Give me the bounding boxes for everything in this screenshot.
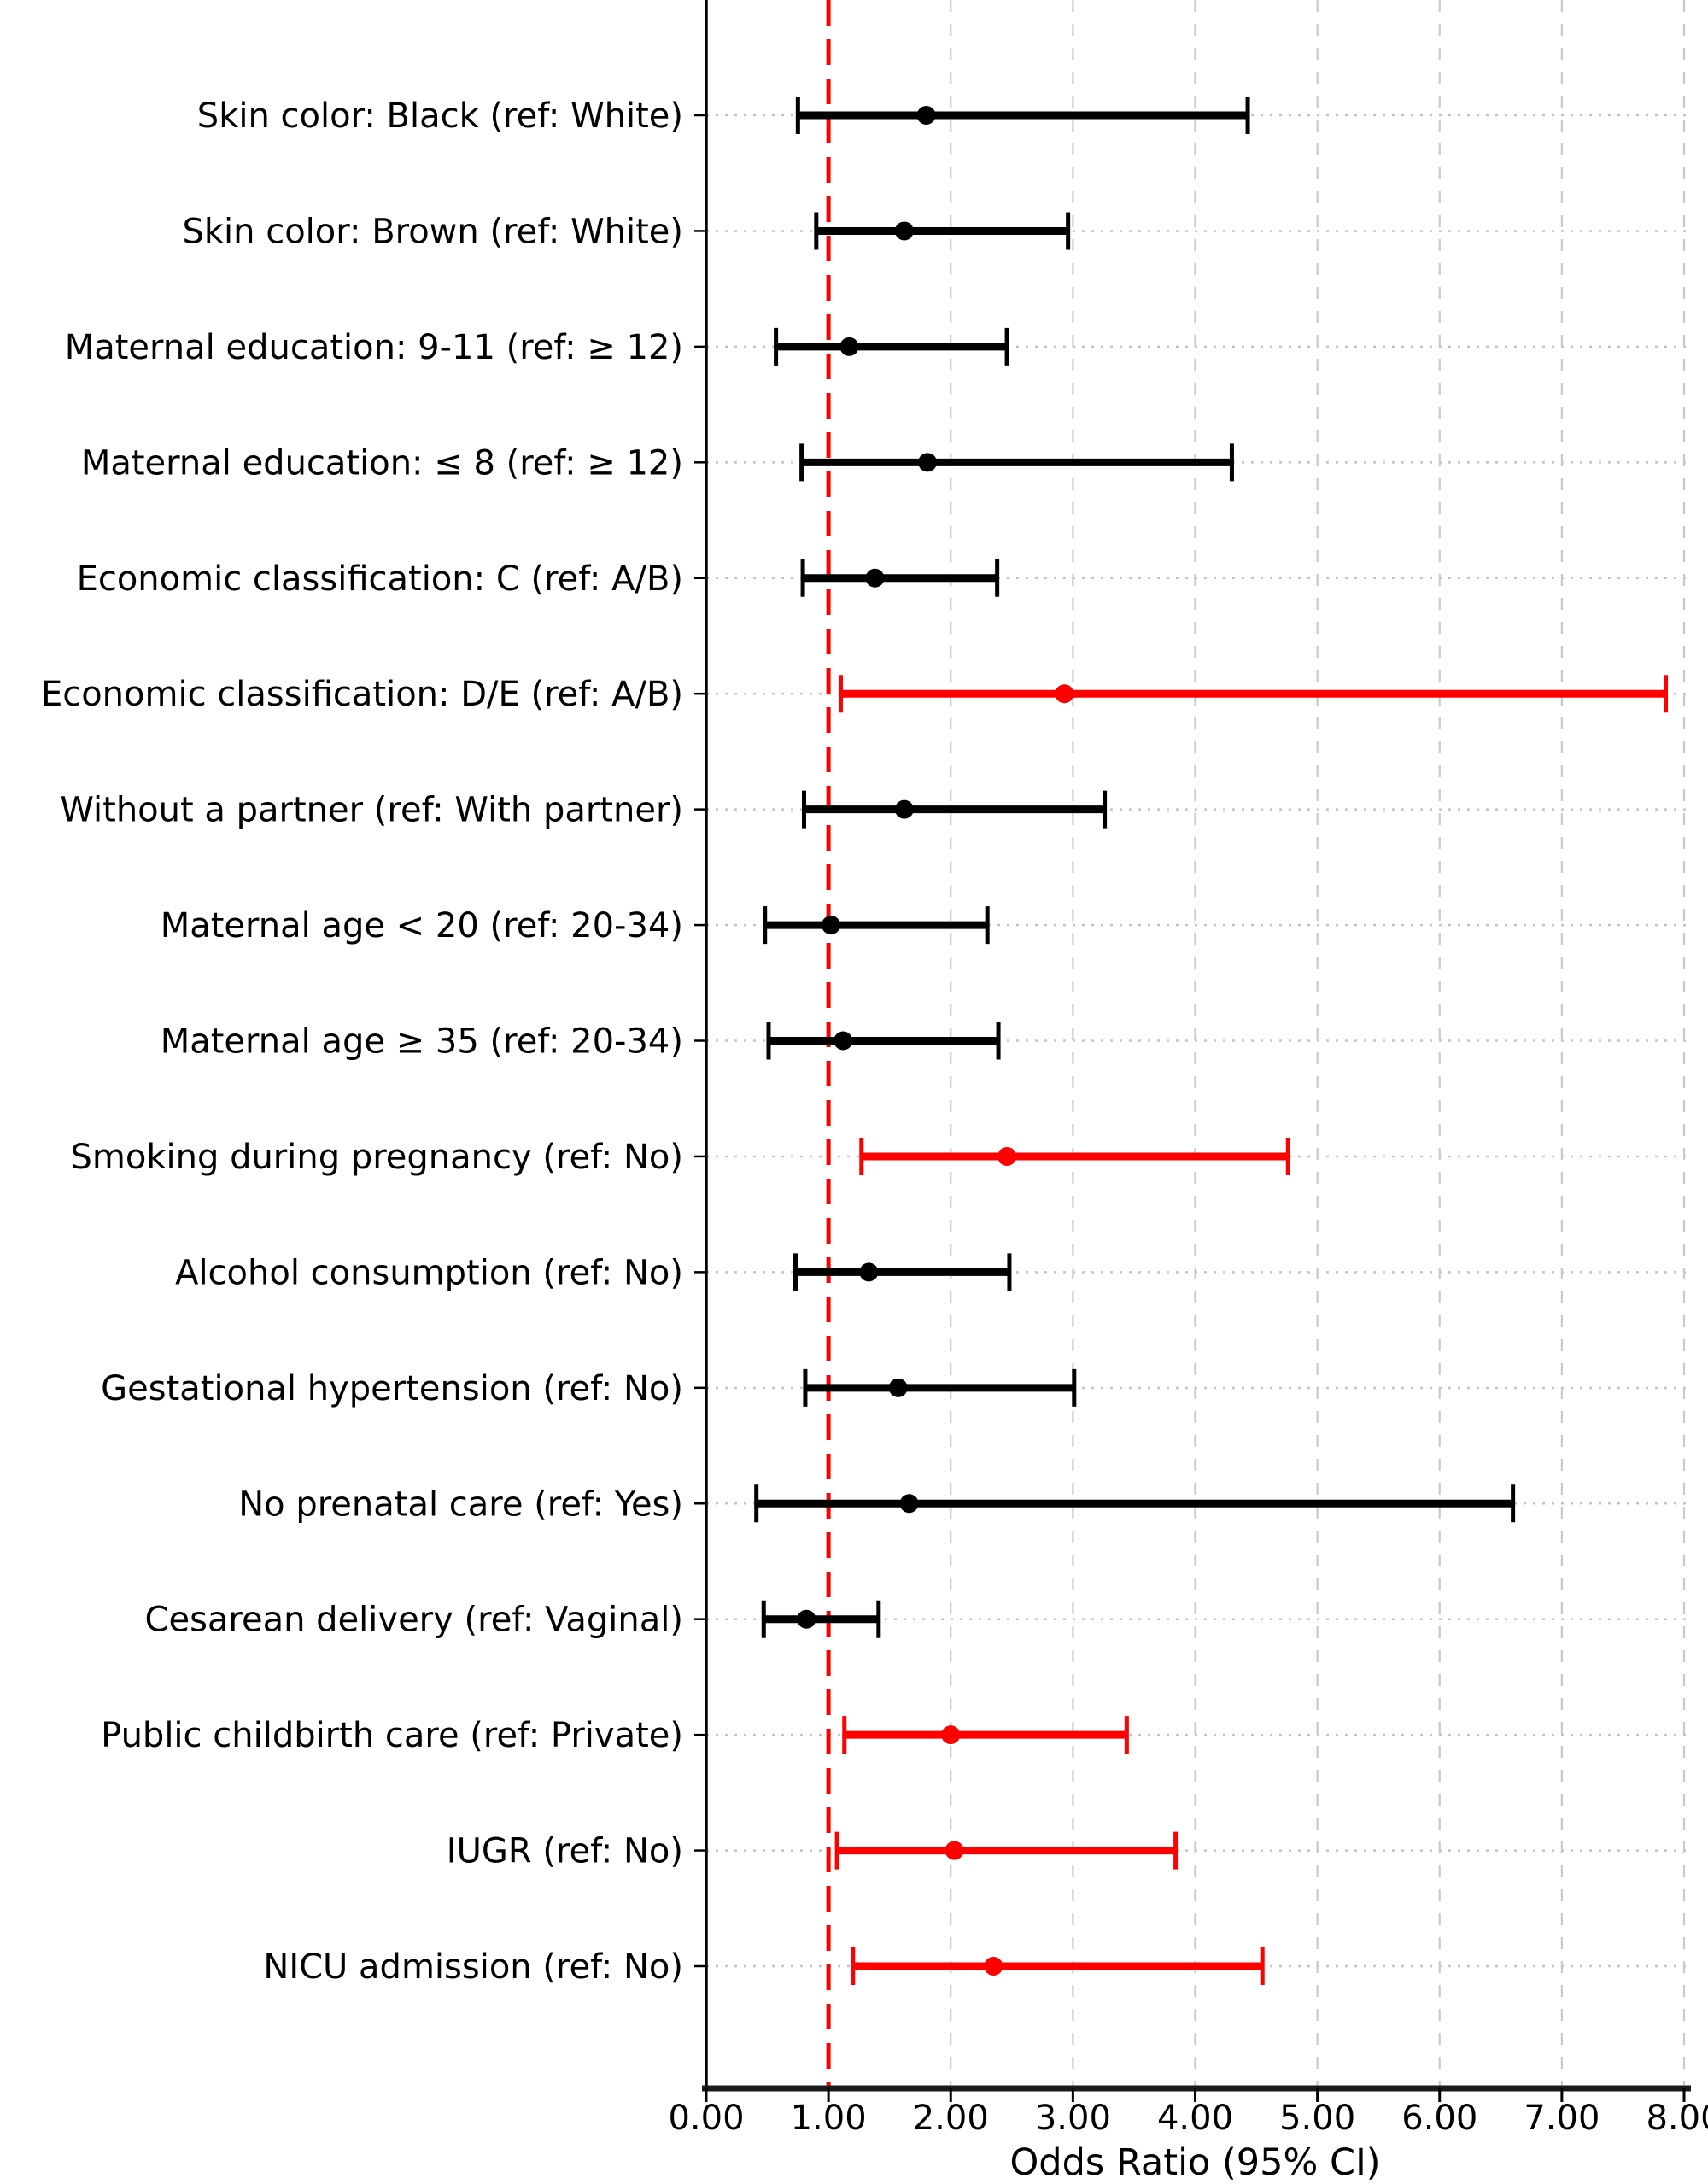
point-marker (797, 1609, 816, 1629)
x-tick-label: 4.00 (1157, 2099, 1233, 2138)
x-axis-title: Odds Ratio (95% CI) (1009, 2141, 1380, 2184)
x-tick-label: 8.00 (1646, 2099, 1708, 2138)
point-marker (865, 568, 885, 588)
row-label: Economic classification: D/E (ref: A/B) (41, 675, 683, 714)
point-marker (888, 1378, 908, 1397)
point-marker (894, 221, 914, 241)
row-label: Skin color: Black (ref: White) (197, 97, 683, 136)
point-marker (997, 1146, 1017, 1166)
row-label: Maternal education: ≤ 8 (ref: ≥ 12) (81, 443, 683, 483)
row-label: IUGR (ref: No) (447, 1832, 683, 1871)
point-marker (839, 337, 859, 356)
row-label: Skin color: Brown (ref: White) (182, 212, 683, 251)
point-marker (899, 1494, 919, 1514)
row-label: Public childbirth care (ref: Private) (101, 1716, 683, 1755)
x-tick-label: 1.00 (791, 2099, 867, 2138)
point-marker (984, 1957, 1003, 1976)
row-label: NICU admission (ref: No) (263, 1947, 683, 1987)
row-label: Maternal education: 9-11 (ref: ≥ 12) (65, 328, 683, 367)
row-label: Maternal age ≥ 35 (ref: 20-34) (161, 1022, 683, 1062)
x-tick-label: 7.00 (1524, 2099, 1600, 2138)
x-tick-label: 2.00 (913, 2099, 989, 2138)
x-tick-label: 5.00 (1279, 2099, 1355, 2138)
x-tick-label: 6.00 (1401, 2099, 1477, 2138)
row-label: Economic classification: C (ref: A/B) (77, 559, 683, 599)
row-label: No prenatal care (ref: Yes) (238, 1484, 683, 1524)
row-label: Gestational hypertension (ref: No) (101, 1369, 683, 1408)
point-marker (918, 453, 938, 472)
row-label: Maternal age < 20 (ref: 20-34) (161, 906, 683, 946)
row-label: Without a partner (ref: With partner) (60, 791, 683, 830)
point-marker (945, 1841, 964, 1860)
point-marker (821, 916, 840, 935)
row-label: Smoking during pregnancy (ref: No) (71, 1138, 684, 1177)
x-tick-label: 3.00 (1035, 2099, 1111, 2138)
point-marker (1055, 684, 1074, 704)
point-marker (916, 106, 936, 125)
row-label: Alcohol consumption (ref: No) (175, 1253, 683, 1292)
row-label: Cesarean delivery (ref: Vaginal) (145, 1601, 683, 1640)
x-tick-label: 0.00 (668, 2099, 744, 2138)
point-marker (941, 1725, 961, 1745)
point-marker (834, 1031, 853, 1051)
point-marker (859, 1262, 879, 1282)
point-marker (894, 799, 914, 819)
